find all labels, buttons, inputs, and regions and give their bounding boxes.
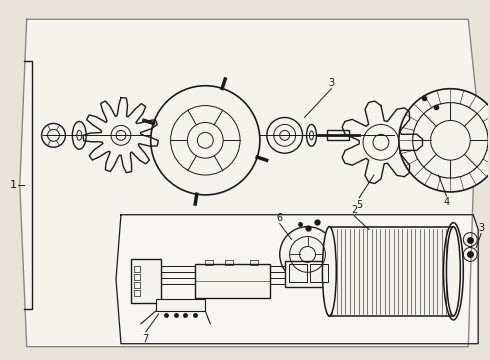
Bar [289,264,307,282]
Bar [311,264,328,282]
Bar [285,261,332,287]
Text: 6: 6 [277,213,283,223]
Bar [156,299,205,311]
Bar [327,130,349,140]
Bar [205,260,213,265]
Bar [225,260,233,265]
Bar [134,266,140,272]
Ellipse shape [446,227,460,316]
Text: 3: 3 [478,222,484,233]
Text: 4: 4 [443,197,449,207]
Bar [196,264,270,298]
Bar [134,282,140,288]
Circle shape [151,86,260,195]
Text: 2: 2 [351,205,357,215]
Bar [250,260,258,265]
Text: 3: 3 [328,78,334,88]
Ellipse shape [322,227,336,316]
Bar [131,260,161,303]
Circle shape [280,227,335,282]
Polygon shape [116,215,478,344]
Circle shape [399,89,490,192]
Text: 1: 1 [10,180,17,190]
Bar [329,227,453,316]
Polygon shape [20,19,476,347]
Bar [134,274,140,280]
Text: 7: 7 [143,334,149,344]
Text: 5: 5 [356,200,362,210]
Bar [134,290,140,296]
